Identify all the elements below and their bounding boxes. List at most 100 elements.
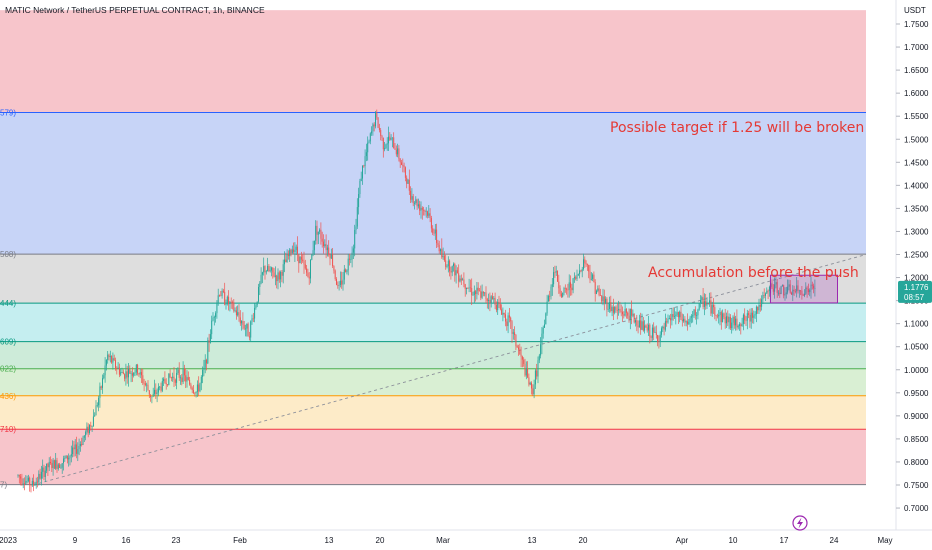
candle-body: [598, 288, 600, 296]
trendline-segment[interactable]: [32, 254, 867, 486]
candle-body: [719, 312, 721, 316]
annotation-target[interactable]: Possible target if 1.25 will be broken: [610, 120, 864, 136]
annotation-accumulation[interactable]: Accumulation before the push: [648, 265, 859, 281]
candle-body: [636, 320, 638, 326]
candle-body: [693, 309, 695, 316]
time-tick-label: 2023: [0, 536, 17, 545]
candle-body: [456, 270, 458, 274]
candle-body: [801, 290, 803, 295]
candle-body: [404, 167, 406, 178]
time-axis[interactable]: 2023 9 16 23 Feb 13 20 Mar 13 20 Apr 10 17 24 May: [0, 536, 893, 545]
candle-body: [195, 391, 197, 394]
candle-body: [631, 308, 633, 316]
candle-body: [494, 298, 496, 306]
accumulation-box-group[interactable]: [769, 274, 839, 304]
candle-body: [676, 312, 678, 315]
candle-body: [225, 304, 227, 305]
candle-body: [143, 382, 145, 384]
price-tick-label: 0.8500: [904, 435, 929, 444]
candle-body: [100, 386, 102, 388]
candle-body: [113, 358, 115, 361]
candle-body: [345, 269, 347, 273]
candle-body: [446, 266, 448, 267]
candle-body: [70, 453, 72, 457]
candle-body: [90, 425, 92, 427]
candle-body: [765, 293, 766, 296]
candle-body: [298, 254, 300, 264]
candle-body: [590, 278, 592, 280]
candle-body: [675, 314, 677, 317]
candle-body: [26, 480, 28, 482]
trend-line[interactable]: [32, 254, 867, 486]
candle-body: [83, 435, 85, 438]
candle-body: [772, 288, 774, 292]
candle-body: [460, 278, 462, 281]
candle-body: [343, 269, 345, 280]
candle-body: [560, 293, 562, 297]
candle-body: [46, 463, 48, 471]
candle-body: [505, 314, 506, 322]
candle-body: [219, 295, 220, 297]
price-tick-label: 1.7500: [904, 20, 929, 29]
candle-body: [243, 324, 245, 329]
candle-body: [580, 270, 582, 272]
candle-body: [172, 376, 174, 378]
candle-body: [716, 315, 718, 317]
candle-body: [248, 336, 250, 338]
candle-body: [263, 266, 265, 273]
candle-body: [53, 460, 55, 469]
candle-body: [358, 194, 360, 208]
candle-body: [668, 318, 670, 320]
candle-body: [38, 473, 40, 482]
candle-body: [332, 253, 334, 267]
candle-body: [272, 267, 274, 273]
candle-body: [508, 315, 510, 318]
candle-body: [514, 332, 516, 335]
candle-body: [523, 359, 525, 364]
candle-body: [147, 384, 149, 391]
fib-zone-4: [0, 341, 866, 369]
candle-body: [622, 311, 623, 315]
fib-zone-7: [0, 429, 866, 485]
candle-body: [278, 272, 280, 280]
candle-body: [144, 383, 146, 386]
candle-body: [311, 254, 313, 260]
candle-body: [122, 372, 124, 375]
candle-body: [583, 259, 584, 270]
candle-body: [246, 323, 248, 329]
candle-body: [459, 278, 461, 282]
candle-body: [670, 318, 672, 321]
candle-body: [437, 243, 439, 245]
candle-body: [492, 296, 493, 300]
candle-body: [653, 327, 655, 333]
candle-body: [371, 131, 373, 134]
candle-body: [212, 317, 214, 321]
candle-body: [624, 308, 626, 316]
candle-body: [359, 181, 361, 195]
candle-body: [525, 368, 527, 376]
candle-body: [390, 138, 392, 140]
candle-body: [95, 405, 97, 416]
candle-body: [241, 321, 243, 324]
fib-level-label-1: 508): [0, 250, 16, 259]
candle-body: [677, 312, 679, 318]
candle-body: [762, 295, 764, 300]
candle-body: [78, 445, 80, 450]
candle-body: [91, 426, 93, 427]
candle-body: [807, 289, 809, 293]
candle-body: [661, 328, 662, 335]
lightning-bolt-icon[interactable]: [792, 515, 808, 531]
candle-body: [315, 225, 317, 241]
candle-body: [98, 397, 100, 406]
accumulation-box[interactable]: [769, 274, 839, 304]
candle-body: [488, 299, 490, 301]
candle-body: [618, 308, 620, 311]
candle-body: [798, 290, 800, 292]
candle-body: [416, 199, 418, 207]
price-tick-label: 1.2500: [904, 251, 929, 260]
candle-body: [477, 287, 479, 291]
candle-body: [527, 368, 529, 378]
candle-body: [300, 256, 302, 260]
candle-body: [744, 314, 746, 321]
